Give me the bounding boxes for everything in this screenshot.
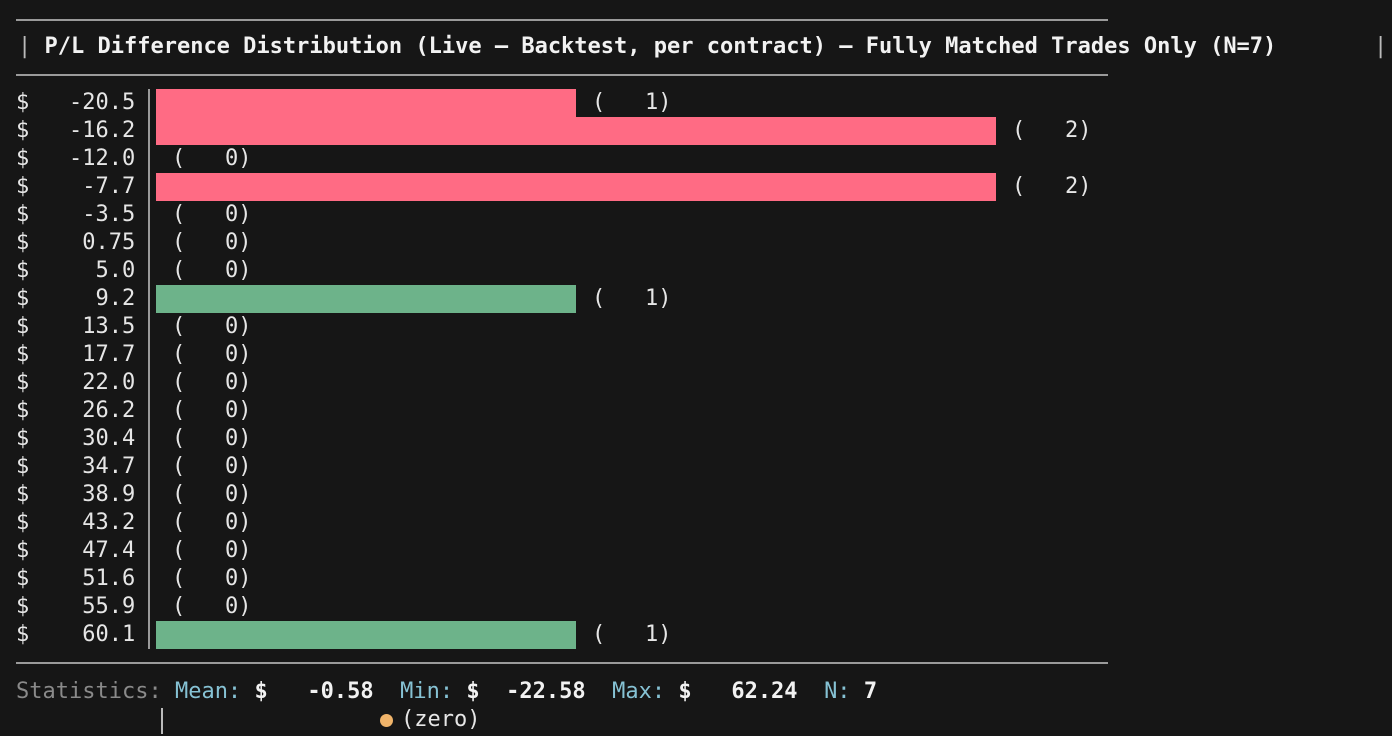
bin-label: $ -12.0 — [16, 146, 136, 171]
bin-label: $ -16.2 — [16, 118, 136, 143]
bin-label: $ -7.7 — [16, 174, 136, 199]
bin-label: $ 43.2 — [16, 510, 136, 535]
n-key: N: — [824, 679, 851, 704]
bin-label: $ 0.75 — [16, 230, 136, 255]
bin-label: $ 30.4 — [16, 426, 136, 451]
bin-count: ( 0) — [172, 258, 252, 283]
bin-count: ( 0) — [172, 146, 252, 171]
chart-title-line: | P/L Difference Distribution (Live – Ba… — [18, 30, 1276, 64]
title-left-pipe: | — [18, 34, 32, 59]
bin-count: ( 0) — [172, 454, 252, 479]
histogram-bar — [156, 621, 576, 649]
bin-count: ( 1) — [592, 622, 672, 647]
zero-legend: (zero) — [380, 706, 480, 734]
bin-count: ( 0) — [172, 510, 252, 535]
histogram-bar — [156, 117, 996, 145]
bin-label: $ 55.9 — [16, 594, 136, 619]
bin-count: ( 0) — [172, 342, 252, 367]
bin-count: ( 1) — [592, 90, 672, 115]
bin-label: $ 17.7 — [16, 342, 136, 367]
bin-count: ( 0) — [172, 426, 252, 451]
histogram-axis — [148, 89, 150, 649]
axis-tick — [161, 708, 163, 734]
histogram-bar — [156, 285, 576, 313]
statistics-line: Statistics: Mean: $ -0.58 Min: $ -22.58 … — [16, 676, 877, 708]
bin-count: ( 2) — [1012, 174, 1092, 199]
bin-count: ( 0) — [172, 398, 252, 423]
zero-dot-icon — [380, 713, 393, 727]
bin-count: ( 0) — [172, 594, 252, 619]
bin-label: $ 60.1 — [16, 622, 136, 647]
title-rule — [16, 74, 1108, 76]
chart-title: P/L Difference Distribution (Live – Back… — [44, 34, 1277, 59]
min-value: $ -22.58 — [466, 679, 586, 704]
bottom-rule — [16, 662, 1108, 664]
histogram-bar — [156, 89, 576, 117]
zero-legend-label: (zero) — [401, 707, 481, 732]
bin-label: $ 51.6 — [16, 566, 136, 591]
bin-label: $ 5.0 — [16, 258, 136, 283]
bin-count: ( 0) — [172, 370, 252, 395]
bin-label: $ 13.5 — [16, 314, 136, 339]
bin-label: $ 9.2 — [16, 286, 136, 311]
bin-count: ( 0) — [172, 566, 252, 591]
bin-label: $ 38.9 — [16, 482, 136, 507]
title-right-pipe: | — [1374, 34, 1388, 59]
bin-count: ( 0) — [172, 482, 252, 507]
bin-count: ( 1) — [592, 286, 672, 311]
max-key: Max: — [612, 679, 666, 704]
bin-count: ( 0) — [172, 314, 252, 339]
bin-label: $ -3.5 — [16, 202, 136, 227]
bin-label: $ 34.7 — [16, 454, 136, 479]
max-value: $ 62.24 — [678, 679, 798, 704]
bin-label: $ 26.2 — [16, 398, 136, 423]
bin-count: ( 0) — [172, 202, 252, 227]
n-value: 7 — [863, 679, 878, 704]
bin-label: $ 22.0 — [16, 370, 136, 395]
bin-label: $ -20.5 — [16, 90, 136, 115]
mean-value: $ -0.58 — [254, 679, 374, 704]
bin-count: ( 2) — [1012, 118, 1092, 143]
min-key: Min: — [400, 679, 454, 704]
mean-key: Mean: — [174, 679, 242, 704]
bin-count: ( 0) — [172, 230, 252, 255]
top-rule — [16, 19, 1108, 21]
bin-count: ( 0) — [172, 538, 252, 563]
bin-label: $ 47.4 — [16, 538, 136, 563]
statistics-label: Statistics: — [16, 679, 162, 704]
histogram-bar — [156, 173, 996, 201]
